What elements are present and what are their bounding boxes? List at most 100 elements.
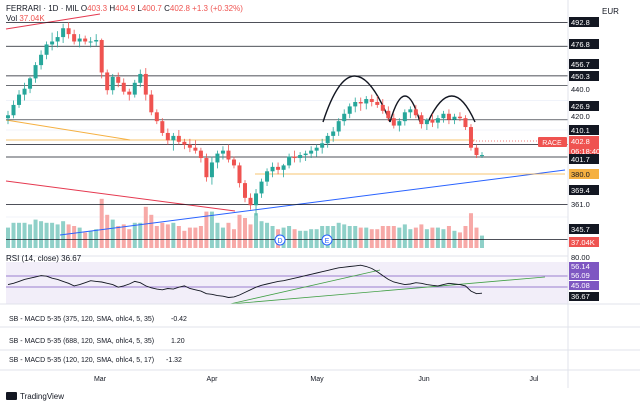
candle bbox=[347, 103, 352, 119]
volume-bar bbox=[369, 229, 374, 248]
volume-bar bbox=[77, 227, 82, 248]
price-label: 410.1 bbox=[569, 125, 599, 135]
event-marker-dividend[interactable]: D bbox=[274, 234, 286, 246]
candle-body bbox=[309, 150, 314, 154]
candle bbox=[72, 29, 77, 45]
horizontal-levels bbox=[6, 22, 568, 240]
candle bbox=[28, 76, 33, 94]
volume-bar bbox=[116, 226, 121, 248]
price-label: 401.7 bbox=[569, 154, 599, 164]
volume-bar bbox=[265, 222, 270, 248]
candle-body bbox=[33, 65, 38, 79]
candle bbox=[160, 118, 165, 136]
volume-bar bbox=[220, 227, 225, 248]
candle-body bbox=[441, 113, 446, 119]
currency-label[interactable]: EUR bbox=[602, 7, 619, 16]
price-label-bg bbox=[569, 17, 599, 27]
candle bbox=[430, 113, 435, 128]
candle bbox=[94, 34, 99, 46]
rsi-title[interactable]: RSI (14, close) bbox=[6, 254, 59, 263]
watermark-text: TradingView bbox=[20, 392, 64, 401]
volume-bar bbox=[17, 222, 22, 248]
candle bbox=[276, 162, 281, 175]
ohlc-change: +1.3 (+0.32%) bbox=[192, 4, 243, 13]
candle bbox=[17, 90, 22, 108]
candle-body bbox=[215, 153, 220, 163]
xaxis-label-jul: Jul bbox=[530, 376, 539, 383]
volume-value: 37.04K bbox=[19, 14, 45, 23]
candle bbox=[287, 153, 292, 169]
interval[interactable]: 1D bbox=[48, 4, 59, 13]
candle-body bbox=[39, 54, 44, 66]
event-marker-d-label: D bbox=[277, 238, 282, 245]
candle bbox=[364, 96, 369, 110]
candle-body bbox=[187, 144, 192, 148]
candle-body bbox=[94, 40, 99, 42]
price-label-text: 410.1 bbox=[571, 126, 590, 135]
candle-body bbox=[303, 153, 308, 156]
volume-bar bbox=[149, 214, 154, 248]
candle bbox=[474, 144, 479, 159]
volume-bar bbox=[22, 222, 27, 248]
tradingview-watermark: TradingView bbox=[6, 392, 64, 401]
price-label: 440.0 bbox=[571, 85, 590, 94]
macd-row-1-label[interactable]: SB - MACD 5-35 (375, 120, SMA, ohlc4, 5,… bbox=[9, 316, 154, 323]
xaxis-label-may: May bbox=[310, 376, 324, 383]
trendline-orange-left bbox=[5, 119, 131, 141]
volume-bar bbox=[342, 224, 347, 248]
volume-label: Vol bbox=[6, 14, 18, 23]
volume-bar bbox=[419, 224, 424, 248]
volume-bar bbox=[259, 221, 264, 248]
candle-body bbox=[143, 73, 148, 95]
candle-body bbox=[435, 118, 440, 123]
macd-row-3-label[interactable]: SB - MACD 5-35 (120, 120, SMA, ohlc4, 5,… bbox=[9, 357, 154, 364]
candle bbox=[320, 138, 325, 154]
price-label-text: 456.7 bbox=[571, 60, 590, 69]
candle bbox=[165, 128, 170, 145]
volume-bar bbox=[292, 229, 297, 248]
xaxis-label-jun: Jun bbox=[418, 376, 429, 383]
candle-body bbox=[17, 94, 22, 105]
ohlc-low: 400.7 bbox=[141, 4, 162, 13]
candle bbox=[105, 69, 110, 95]
candle bbox=[331, 127, 336, 142]
candle-body bbox=[254, 193, 259, 206]
candle bbox=[127, 88, 132, 101]
volume-bar bbox=[474, 227, 479, 248]
volume-bar bbox=[270, 226, 275, 248]
trendlines bbox=[5, 13, 566, 236]
price-label: 37.04K bbox=[569, 237, 599, 247]
volume-bar bbox=[83, 232, 88, 248]
candle bbox=[413, 104, 418, 119]
volume-bar bbox=[309, 229, 314, 248]
candle bbox=[231, 156, 236, 169]
candle-body bbox=[198, 150, 203, 159]
candle-body bbox=[44, 44, 49, 55]
price-label: 369.4 bbox=[569, 185, 599, 195]
candle bbox=[358, 97, 363, 111]
volume-bar bbox=[66, 224, 71, 248]
candle-body bbox=[248, 197, 253, 206]
macd-row-2-label[interactable]: SB - MACD 5-35 (688, 120, SMA, ohlc4, 5,… bbox=[9, 338, 154, 345]
candle bbox=[298, 152, 303, 163]
candle bbox=[243, 180, 247, 203]
symbol[interactable]: FERRARI bbox=[6, 4, 42, 13]
macd-row-3-value: -1.32 bbox=[166, 357, 182, 364]
candle-body bbox=[292, 156, 297, 159]
candle bbox=[99, 38, 104, 79]
candle-body bbox=[72, 34, 77, 42]
candle-body bbox=[474, 147, 479, 156]
candle bbox=[309, 146, 314, 159]
volume-bar bbox=[143, 206, 148, 248]
volume-bar bbox=[193, 227, 198, 248]
candle-body bbox=[480, 155, 484, 157]
event-marker-earnings[interactable]: E bbox=[321, 234, 333, 246]
candle-body bbox=[380, 104, 385, 111]
volume-bar bbox=[138, 222, 143, 248]
rsi-label-bg bbox=[569, 292, 599, 301]
volume-bar bbox=[110, 219, 115, 248]
price-label: 476.8 bbox=[569, 39, 599, 49]
candle bbox=[50, 32, 55, 51]
candle-body bbox=[209, 162, 214, 178]
